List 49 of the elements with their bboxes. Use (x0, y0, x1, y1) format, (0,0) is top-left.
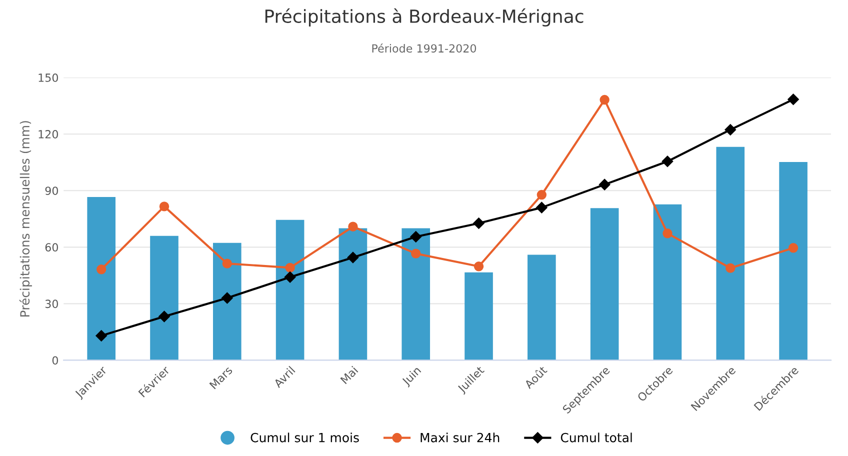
y-axis-title: Précipitations mensuelles (mm) (19, 121, 32, 317)
point (474, 262, 484, 272)
legend-label: Maxi sur 24h (420, 432, 500, 442)
bar (653, 204, 682, 360)
point (662, 156, 674, 167)
point (788, 94, 799, 105)
point (788, 243, 798, 253)
bar (402, 228, 430, 360)
bar (213, 242, 242, 360)
point (536, 202, 548, 214)
point (284, 272, 296, 283)
legend-label: Cumul sur 1 mois (250, 432, 359, 442)
point (96, 330, 107, 342)
point (410, 231, 422, 242)
point (222, 258, 232, 268)
x-tick-label: Mai (340, 366, 358, 384)
chart-subtitle: Période 1991-2020 (372, 44, 476, 53)
y-tick-label: 30 (45, 300, 58, 308)
point (285, 262, 295, 273)
bar (338, 228, 368, 360)
bar (87, 197, 116, 360)
y-tick-label: 60 (45, 243, 58, 252)
bar (590, 208, 619, 360)
y-tick-label: 0 (52, 356, 58, 365)
bar (464, 272, 493, 360)
bar (779, 162, 808, 360)
y-tick-label: 90 (45, 186, 58, 195)
legend-label: Cumul total (560, 432, 632, 442)
point (347, 252, 359, 264)
point (600, 94, 610, 105)
y-tick-label: 150 (38, 73, 58, 82)
point (222, 292, 233, 304)
point (598, 178, 610, 190)
point (536, 190, 547, 200)
point (159, 202, 170, 212)
point (96, 264, 106, 274)
bar (150, 236, 178, 360)
point (662, 228, 672, 238)
point (158, 310, 170, 322)
point (348, 222, 358, 232)
point (473, 218, 484, 229)
point (726, 263, 736, 273)
bar (716, 146, 745, 360)
y-tick-label: 120 (38, 130, 58, 138)
point (411, 248, 421, 258)
point (724, 124, 736, 136)
bar (528, 254, 556, 360)
chart-title: Précipitations à Bordeaux-Mérignac (265, 8, 584, 27)
bar (276, 220, 304, 360)
